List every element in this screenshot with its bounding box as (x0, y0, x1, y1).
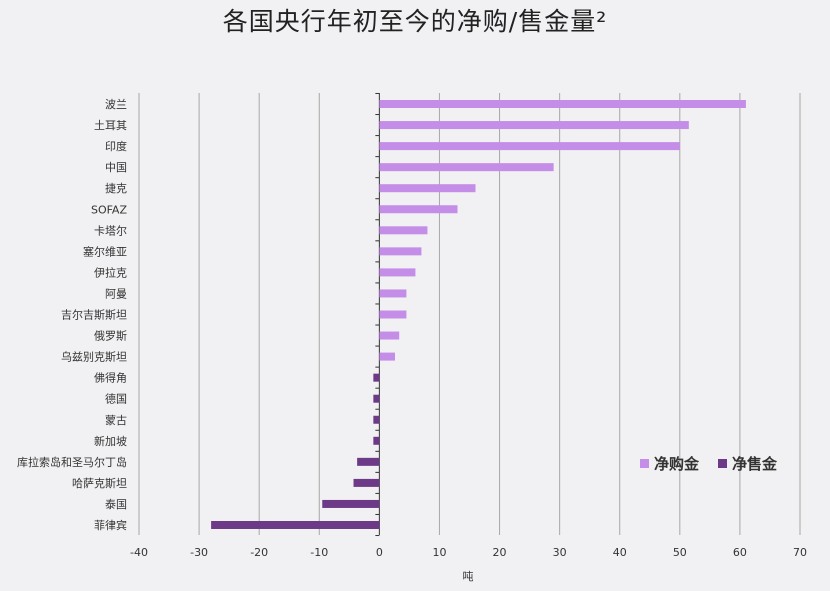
x-tick-label: 40 (613, 546, 627, 559)
x-tick-label: -10 (310, 546, 328, 559)
category-label: 土耳其 (94, 119, 127, 132)
category-label: 捷克 (105, 181, 127, 195)
category-label: 哈萨克斯坦 (72, 476, 127, 490)
bar (379, 310, 407, 319)
x-tick-label: 70 (793, 546, 807, 559)
category-label: 菲律宾 (94, 518, 127, 532)
bar (373, 373, 380, 382)
legend-swatch (718, 459, 727, 468)
x-tick-label: 0 (376, 546, 383, 559)
bar (379, 226, 428, 235)
x-tick-labels: -40 -30 -20 -10 0 10 20 30 40 50 60 70 (130, 546, 807, 559)
x-tick-label: -30 (190, 546, 208, 559)
bar (379, 121, 689, 130)
bar (379, 142, 680, 151)
x-axis-label: 吨 (463, 570, 474, 583)
category-label: 佛得角 (94, 372, 127, 385)
bar (379, 205, 458, 214)
legend: 净购金 净售金 (640, 455, 778, 473)
category-label: 吉尔吉斯斯坦 (61, 308, 127, 322)
category-label: 卡塔尔 (94, 224, 127, 237)
chart-title: 各国央行年初至今的净购/售金量² (222, 7, 608, 36)
bar (379, 247, 422, 256)
category-label: 泰国 (105, 497, 127, 511)
category-label: 伊拉克 (94, 265, 127, 279)
bar (379, 268, 416, 277)
bar (211, 521, 380, 529)
category-label: 蒙古 (105, 414, 127, 427)
legend-label: 净购金 (654, 455, 700, 473)
x-tick-label: 30 (553, 546, 567, 559)
bar (373, 436, 380, 445)
bar (373, 394, 380, 403)
category-label: 新加坡 (94, 434, 127, 448)
bar (379, 100, 746, 108)
legend-label: 净售金 (732, 455, 778, 473)
bar (373, 415, 380, 424)
bars (211, 100, 746, 529)
bar (379, 352, 395, 361)
category-label: 俄罗斯 (94, 330, 127, 343)
category-label: 德国 (105, 392, 127, 406)
category-label: 中国 (105, 161, 127, 174)
category-label: 阿曼 (105, 287, 127, 300)
bar (322, 499, 380, 508)
category-label: 库拉索岛和圣马尔丁岛 (17, 455, 127, 469)
grid-lines (138, 92, 801, 537)
category-label: 印度 (105, 139, 127, 153)
bar (353, 478, 380, 487)
legend-swatch (640, 459, 649, 468)
category-label: 波兰 (105, 98, 127, 111)
bar (379, 331, 400, 340)
bar (357, 457, 380, 466)
x-tick-label: 20 (493, 546, 507, 559)
x-tick-label: -40 (130, 546, 148, 559)
x-tick-label: -20 (250, 546, 268, 559)
x-tick-label: 60 (733, 546, 747, 559)
bar (379, 163, 554, 172)
x-tick-label: 50 (673, 546, 687, 559)
category-label: 塞尔维亚 (83, 244, 127, 258)
bar (379, 289, 407, 298)
category-label: SOFAZ (91, 203, 127, 216)
x-tick-label: 10 (432, 546, 446, 559)
bar (379, 184, 476, 193)
category-label: 乌兹别克斯坦 (61, 350, 127, 364)
